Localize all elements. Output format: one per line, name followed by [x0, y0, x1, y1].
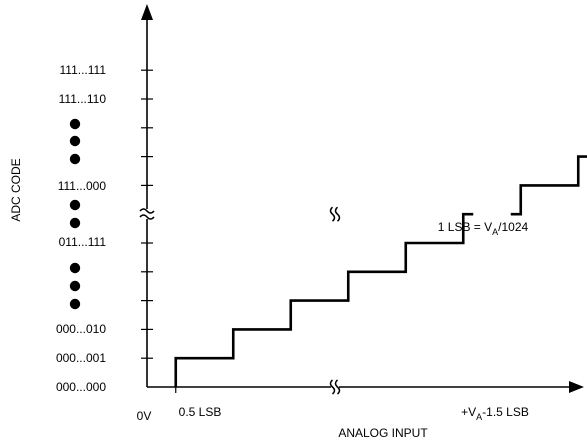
- ellipsis-dot: [69, 262, 81, 274]
- ellipsis-dot: [69, 135, 81, 147]
- axis-breaks: [139, 206, 341, 395]
- ellipsis-dot: [69, 118, 81, 130]
- y-tick-labels: 000...000 000...001 000...010 011...111 111.…: [56, 63, 106, 394]
- x-tick-last-transition: +VA-1.5 LSB: [461, 405, 529, 422]
- ellipsis-dot: [69, 298, 81, 310]
- axis-break-mark: [139, 208, 155, 220]
- ellipsis-dot: [69, 217, 81, 229]
- y-tick-label: 011...111: [59, 235, 107, 249]
- y-ticks: [141, 69, 177, 393]
- ellipsis-dots: [69, 118, 81, 310]
- ellipsis-dot: [69, 199, 81, 211]
- ellipsis-dot: [69, 153, 81, 165]
- staircase: [174, 155, 587, 387]
- y-tick-label: 111...111: [60, 63, 107, 77]
- y-axis-label: ADC CODE: [9, 158, 23, 221]
- axis-break-mark: [329, 206, 341, 223]
- x-tick-first-transition: 0.5 LSB: [179, 405, 222, 419]
- staircase-line: [174, 155, 587, 387]
- y-axis-arrow: [141, 4, 153, 20]
- y-tick-label: 111...000: [58, 179, 107, 193]
- x-tick-origin: 0V: [137, 409, 152, 423]
- lsb-annotation: 1 LSB = VA/1024: [438, 220, 529, 237]
- x-axis-label: ANALOG INPUT: [338, 426, 428, 440]
- x-axis-arrow: [569, 381, 584, 393]
- ellipsis-dot: [69, 280, 81, 292]
- axis-break-mark: [329, 379, 341, 395]
- y-tick-label: 000...010: [56, 322, 106, 336]
- y-tick-label: 111...110: [59, 92, 107, 106]
- y-tick-label: 000...000: [56, 380, 106, 394]
- y-tick-label: 000...001: [56, 351, 106, 365]
